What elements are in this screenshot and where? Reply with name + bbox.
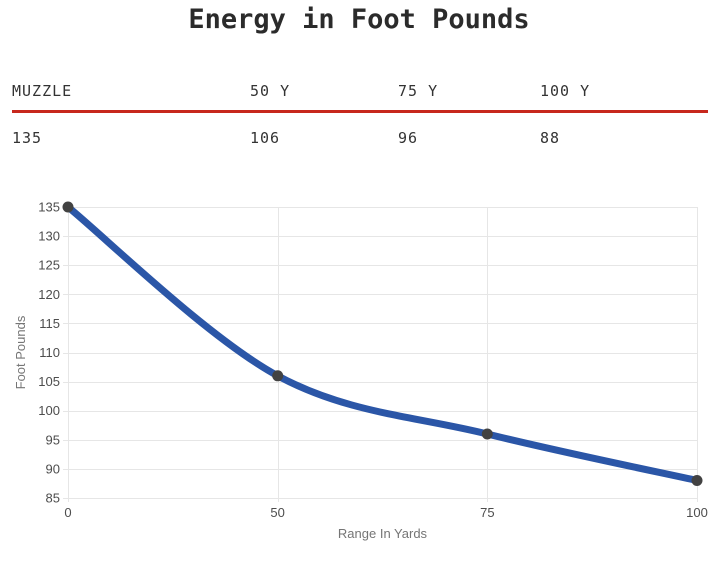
- table-value-row: 135 106 96 88: [12, 113, 708, 148]
- x-tick-label: 100: [686, 505, 708, 520]
- x-tick-label: 50: [270, 505, 284, 520]
- y-tick-label: 95: [46, 432, 60, 447]
- data-point[interactable]: [691, 475, 703, 486]
- x-axis-title: Range In Yards: [338, 526, 428, 541]
- table-header-100y: 100 Y: [540, 82, 591, 100]
- table-header-50y: 50 Y: [250, 82, 291, 100]
- series-line: [64, 203, 701, 484]
- y-tick-label: 85: [46, 491, 60, 506]
- data-point[interactable]: [62, 201, 74, 213]
- energy-line-chart: 85 90 95 100 105 110 115 120 125 130 135 0 50 75 100 Ra…: [0, 186, 718, 559]
- table-value-100y: 88: [540, 129, 561, 147]
- y-tick-label: 115: [39, 316, 60, 331]
- x-tick-label: 0: [64, 505, 71, 520]
- data-point[interactable]: [272, 370, 284, 382]
- y-axis-title: Foot Pounds: [13, 315, 28, 389]
- y-tick-label: 120: [38, 287, 60, 302]
- y-tick-label: 135: [38, 200, 60, 215]
- table-value-muzzle: 135: [12, 129, 43, 147]
- table-header-75y: 75 Y: [398, 82, 439, 100]
- table-value-75y: 96: [398, 129, 419, 147]
- data-point[interactable]: [481, 428, 493, 440]
- page-title: Energy in Foot Pounds: [188, 4, 530, 35]
- y-tick-label: 125: [38, 258, 60, 273]
- ballistics-table: MUZZLE 50 Y 75 Y 100 Y 135 106 96 88: [12, 82, 708, 148]
- x-tick-label: 75: [480, 505, 494, 520]
- table-header-row: MUZZLE 50 Y 75 Y 100 Y: [12, 82, 708, 113]
- line-chart-svg: 85 90 95 100 105 110 115 120 125 130 135 0 50 75 100 Ra…: [13, 200, 708, 542]
- y-tick-label: 105: [38, 374, 60, 389]
- y-tick-label: 100: [38, 403, 60, 418]
- table-header-muzzle: MUZZLE: [12, 82, 73, 100]
- table-value-50y: 106: [250, 129, 281, 147]
- y-tick-label: 110: [39, 345, 60, 360]
- y-tick-label: 90: [46, 461, 60, 476]
- y-tick-label: 130: [38, 229, 60, 244]
